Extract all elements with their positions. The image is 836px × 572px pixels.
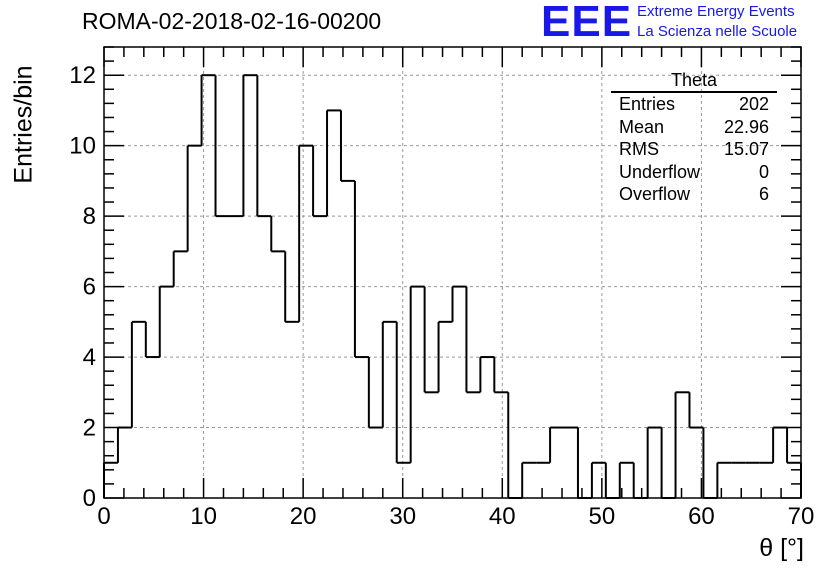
stats-row-overflow: Overflow 6 [611, 183, 777, 206]
stats-label: Entries [619, 94, 676, 114]
y-tick-label: 2 [83, 415, 96, 442]
stats-label: Underflow [619, 161, 701, 182]
logo-caption-line2: La Scienza nelle Scuole [637, 23, 798, 40]
stats-title: Theta [611, 70, 777, 93]
y-tick-label: 12 [69, 62, 96, 89]
x-tick-label: 50 [589, 503, 616, 530]
x-axis-title: θ [°] [759, 534, 804, 562]
stats-row-underflow: Underflow 0 [611, 161, 777, 184]
stats-value: 6 [758, 184, 769, 204]
x-tick-label: 40 [489, 503, 516, 530]
stats-row-mean: Mean 22.96 [611, 116, 777, 139]
stats-row-rms: RMS 15.07 [611, 138, 777, 161]
y-tick-label: 0 [83, 485, 96, 512]
eee-logo: EEE [541, 0, 633, 46]
y-tick-label: 8 [83, 203, 96, 230]
x-tick-label: 20 [290, 503, 317, 530]
x-tick-label: 70 [788, 503, 815, 530]
x-tick-label: 60 [688, 503, 715, 530]
x-tick-label: 10 [190, 503, 217, 530]
stats-row-entries: Entries 202 [611, 93, 777, 116]
x-tick-label: 0 [97, 503, 110, 530]
x-tick-label: 30 [389, 503, 416, 530]
axis-ticks [103, 46, 802, 499]
stats-box: Theta Entries 202 Mean 22.96 RMS 15.07 U… [611, 70, 777, 206]
stats-value: 22.96 [723, 116, 769, 137]
chart-title: ROMA-02-2018-02-16-00200 [82, 8, 382, 34]
logo-caption-line1: Extreme Energy Events [637, 3, 795, 20]
y-tick-label: 4 [83, 344, 96, 371]
y-tick-label: 6 [83, 274, 96, 301]
stats-value: 202 [738, 94, 769, 114]
histogram-bins [103, 74, 802, 499]
stats-label: Overflow [619, 184, 691, 204]
y-axis-title: Entries/bin [9, 65, 38, 184]
stats-value: 0 [758, 161, 769, 182]
stats-label: RMS [619, 139, 659, 159]
stats-value: 15.07 [723, 139, 769, 159]
stats-label: Mean [619, 116, 665, 137]
y-tick-label: 10 [69, 133, 96, 160]
